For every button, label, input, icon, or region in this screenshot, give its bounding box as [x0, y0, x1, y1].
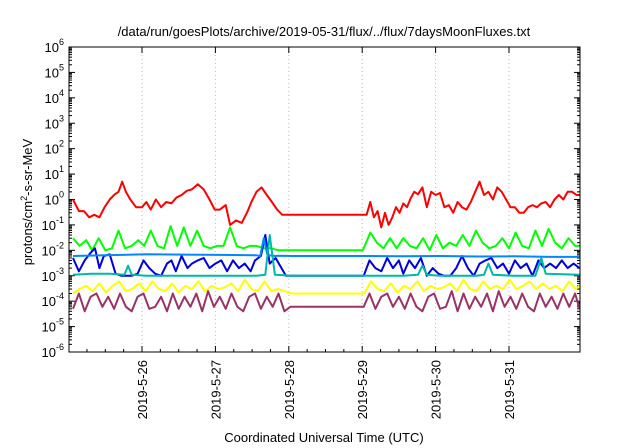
series-line-0 [72, 180, 580, 229]
y-tick-label-base: 10 [45, 65, 59, 80]
series-line-4 [72, 234, 580, 277]
y-tick-label-base: 10 [45, 167, 59, 182]
y-tick-label-3: 10-3 [42, 266, 64, 284]
x-tick-label-4: 2019-5-30 [429, 360, 444, 419]
y-axis-label-sup: 2 [19, 196, 29, 201]
y-tick-label-exp: 5 [59, 62, 64, 72]
y-tick-label-exp: 0 [59, 190, 64, 200]
y-tick-label-4: 10-2 [42, 240, 64, 258]
y-tick-label-1: 10-5 [42, 317, 64, 335]
y-tick-label-exp: -3 [56, 266, 64, 276]
y-tick-label-11: 105 [45, 62, 64, 80]
x-tick-label-1: 2019-5-27 [208, 360, 223, 419]
y-tick-label-exp: 2 [59, 139, 64, 149]
y-tick-label-12: 106 [45, 37, 64, 55]
y-axis-label: protons/cm2-s-sr-MeV [19, 138, 35, 265]
y-tick-label-base: 10 [45, 116, 59, 131]
y-tick-label-base: 10 [45, 91, 59, 106]
y-tick-label-10: 104 [45, 88, 64, 106]
y-tick-label-exp: 1 [59, 164, 64, 174]
y-tick-label-base: 10 [45, 142, 59, 157]
y-tick-label-base: 10 [42, 294, 56, 309]
y-tick-label-7: 101 [45, 164, 64, 182]
y-tick-label-base: 10 [42, 218, 56, 233]
x-tick-label-3: 2019-5-29 [355, 360, 370, 419]
y-tick-label-exp: 3 [59, 113, 64, 123]
y-tick-label-exp: -1 [56, 215, 64, 225]
y-tick-label-8: 102 [45, 139, 64, 157]
y-tick-label-9: 103 [45, 113, 64, 131]
y-tick-label-exp: 6 [59, 37, 64, 47]
y-tick-label-0: 10-6 [42, 342, 64, 360]
y-tick-label-base: 10 [42, 320, 56, 335]
series-line-5 [72, 278, 580, 295]
y-tick-label-2: 10-4 [42, 291, 64, 309]
series-line-1 [72, 225, 580, 252]
y-tick-label-base: 10 [42, 345, 56, 360]
y-tick-label-exp: -4 [56, 291, 64, 301]
y-tick-label-exp: -2 [56, 240, 64, 250]
plot-frame [68, 46, 581, 353]
y-axis-label-rest: -s-sr-MeV [20, 138, 35, 195]
y-tick-label-base: 10 [42, 269, 56, 284]
y-tick-label-5: 10-1 [42, 215, 64, 233]
y-tick-label-exp: -6 [56, 342, 64, 352]
y-tick-label-base: 10 [42, 243, 56, 258]
y-axis-label-base: protons/cm [20, 201, 35, 265]
y-tick-label-6: 100 [45, 190, 64, 208]
x-tick-label-5: 2019-5-31 [502, 360, 517, 419]
y-tick-label-exp: -5 [56, 317, 64, 327]
x-axis-label: Coordinated Universal Time (UTC) [224, 430, 423, 445]
y-tick-label-base: 10 [45, 193, 59, 208]
x-tick-label-0: 2019-5-26 [135, 360, 150, 419]
series-line-3 [72, 237, 580, 258]
chart-title: /data/run/goesPlots/archive/2019-05-31/f… [118, 24, 531, 39]
x-tick-label-2: 2019-5-28 [282, 360, 297, 419]
series-line-6 [72, 290, 580, 313]
y-tick-label-base: 10 [45, 40, 59, 55]
plot-area: 10-610-510-410-310-210-11001011021031041… [42, 37, 581, 419]
y-tick-label-exp: 4 [59, 88, 64, 98]
